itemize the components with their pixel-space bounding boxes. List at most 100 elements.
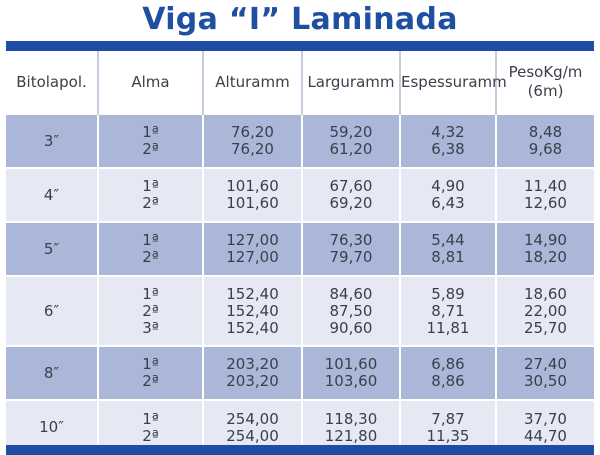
cell-altura: 76,20 76,20 (203, 114, 303, 168)
altura-value: 127,00 (226, 231, 279, 249)
cell-largura: 101,60 103,60 (302, 346, 401, 400)
espessura-value: 5,89 (431, 284, 465, 303)
largura-value: 79,70 (329, 248, 373, 266)
espessura-value: 4,90 (431, 177, 465, 195)
cell-peso: 27,40 30,50 (496, 346, 594, 400)
peso-value: 44,70 (524, 426, 567, 445)
cell-altura: 203,20 203,20 (203, 346, 303, 400)
cell-alma: 1ª 2ª (98, 346, 204, 400)
espessura-value: 11,81 (426, 318, 470, 337)
alma-value: 3ª (142, 318, 159, 337)
cell-largura: 84,60 87,50 90,60 (302, 276, 401, 346)
alma-value: 1ª (142, 177, 159, 195)
peso-value: 12,60 (524, 194, 567, 212)
cell-espessura: 5,44 8,81 (400, 222, 497, 276)
page-title: Viga “I” Laminada (142, 2, 458, 37)
alma-value: 2ª (142, 426, 159, 445)
header-espessura: Espessuramm (400, 51, 507, 114)
altura-value: 203,20 (226, 355, 279, 373)
espessura-value: 4,32 (431, 123, 465, 141)
largura-value: 101,60 (324, 355, 378, 373)
peso-value: 37,70 (524, 409, 567, 428)
alma-value: 2ª (142, 372, 159, 390)
cell-altura: 152,40 152,40 152,40 (203, 276, 303, 346)
alma-value: 1ª (142, 284, 159, 303)
cell-largura: 76,30 79,70 (302, 222, 401, 276)
cell-alma: 1ª 2ª (98, 168, 204, 222)
espessura-value: 6,86 (431, 355, 465, 373)
peso-value: 27,40 (524, 355, 567, 373)
table-row: 3″ 1ª 2ª 76,20 76,20 59,20 61,20 4,32 6,38 8,48 9,… (6, 114, 594, 168)
largura-value: 87,50 (329, 301, 373, 320)
espessura-value: 7,87 (431, 409, 465, 428)
cell-bitola: 8″ (6, 346, 99, 400)
alma-value: 2ª (142, 248, 159, 266)
peso-value: 8,48 (528, 123, 563, 141)
largura-value: 76,30 (329, 231, 373, 249)
alma-value: 2ª (142, 140, 159, 158)
largura-value: 103,60 (324, 372, 378, 390)
cell-largura: 67,60 69,20 (302, 168, 401, 222)
altura-value: 254,00 (226, 409, 279, 428)
altura-value: 152,40 (226, 301, 279, 320)
cell-altura: 127,00 127,00 (203, 222, 303, 276)
header-bitola: Bitolapol. (6, 51, 99, 114)
peso-value: 22,00 (524, 301, 567, 320)
largura-value: 61,20 (329, 140, 373, 158)
header-largura: Larguramm (302, 51, 401, 114)
cell-peso: 18,60 22,00 25,70 (496, 276, 594, 346)
largura-value: 67,60 (329, 177, 373, 195)
espessura-value: 6,43 (431, 194, 465, 212)
peso-value: 11,40 (524, 177, 567, 195)
table-row: 5″ 1ª 2ª 127,00 127,00 76,30 79,70 5,44 8,81 14,9… (6, 222, 594, 276)
table-row: 4″ 1ª 2ª 101,60 101,60 67,60 69,20 4,90 6,43 11,4… (6, 168, 594, 222)
espessura-value: 11,35 (426, 426, 470, 445)
peso-value: 14,90 (524, 231, 567, 249)
peso-value: 9,68 (528, 140, 563, 158)
espessura-value: 6,38 (431, 140, 465, 158)
peso-value: 18,20 (524, 248, 567, 266)
alma-value: 2ª (142, 301, 159, 320)
altura-value: 101,60 (226, 194, 279, 212)
largura-value: 90,60 (329, 318, 373, 337)
espessura-value: 5,44 (431, 231, 465, 249)
alma-value: 1ª (142, 123, 159, 141)
bottom-divider-bar (6, 445, 594, 455)
cell-espessura: 4,32 6,38 (400, 114, 497, 168)
peso-value: 30,50 (524, 372, 567, 390)
cell-bitola: 5″ (6, 222, 99, 276)
cell-largura: 59,20 61,20 (302, 114, 401, 168)
cell-peso: 37,70 44,70 (496, 400, 594, 454)
largura-value: 121,80 (324, 426, 378, 445)
cell-bitola: 4″ (6, 168, 99, 222)
cell-altura: 101,60 101,60 (203, 168, 303, 222)
cell-alma: 1ª 2ª (98, 222, 204, 276)
beam-spec-table: Bitolapol. Alma Alturamm Larguramm Espes… (6, 51, 594, 454)
peso-value: 25,70 (524, 318, 567, 337)
espessura-value: 8,86 (431, 372, 465, 390)
espessura-value: 8,81 (431, 248, 465, 266)
alma-value: 1ª (142, 355, 159, 373)
cell-espessura: 6,86 8,86 (400, 346, 497, 400)
header-alma: Alma (98, 51, 204, 114)
altura-value: 76,20 (231, 140, 274, 158)
espessura-value: 8,71 (431, 301, 465, 320)
peso-value: 18,60 (524, 284, 567, 303)
header-altura: Alturamm (203, 51, 303, 114)
altura-value: 254,00 (226, 426, 279, 445)
altura-value: 152,40 (226, 318, 279, 337)
cell-alma: 1ª 2ª (98, 114, 204, 168)
cell-espessura: 4,90 6,43 (400, 168, 497, 222)
cell-bitola: 6″ (6, 276, 99, 346)
cell-peso: 8,48 9,68 (496, 114, 594, 168)
table-row: 6″ 1ª 2ª 3ª 152,40 152,40 152,40 84,60 87,50 90,6… (6, 276, 594, 346)
altura-value: 101,60 (226, 177, 279, 195)
cell-peso: 14,90 18,20 (496, 222, 594, 276)
alma-value: 1ª (142, 231, 159, 249)
largura-value: 59,20 (329, 123, 373, 141)
altura-value: 203,20 (226, 372, 279, 390)
cell-peso: 11,40 12,60 (496, 168, 594, 222)
top-divider-bar (6, 41, 594, 51)
alma-value: 1ª (142, 409, 159, 428)
header-peso: PesoKg/m (6m) (508, 63, 583, 100)
